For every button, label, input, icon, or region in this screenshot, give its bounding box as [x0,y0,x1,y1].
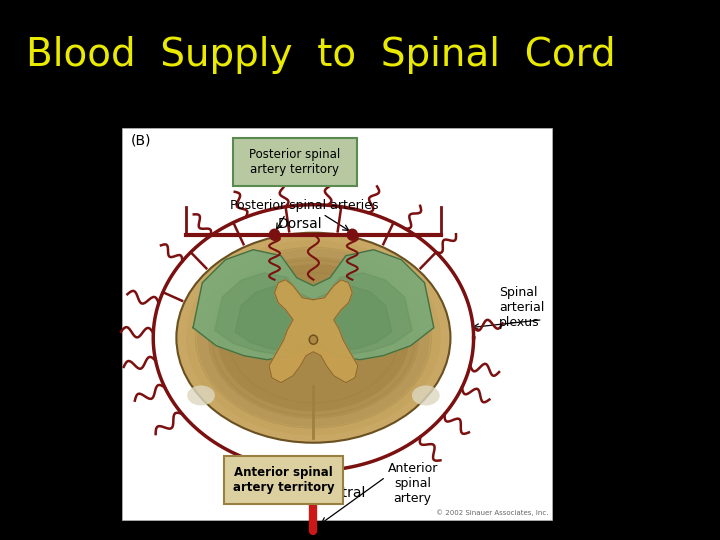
Text: © 2002 Sinauer Associates, Inc.: © 2002 Sinauer Associates, Inc. [436,509,548,516]
Circle shape [347,229,357,240]
Text: Posterior spinal
artery territory: Posterior spinal artery territory [249,148,341,176]
Text: Posterior spinal arteries: Posterior spinal arteries [230,199,379,213]
Ellipse shape [187,386,215,406]
Polygon shape [193,249,433,360]
Ellipse shape [176,233,451,443]
Ellipse shape [217,264,410,411]
Ellipse shape [208,257,419,418]
Text: (B): (B) [130,133,151,147]
Text: Dorsal: Dorsal [277,217,322,231]
Polygon shape [269,280,358,383]
Text: Blood  Supply  to  Spinal  Cord: Blood Supply to Spinal Cord [26,36,616,74]
Text: Anterior
spinal
artery: Anterior spinal artery [387,462,438,505]
Bar [122,128,552,520]
Circle shape [310,335,318,344]
Text: Ventral: Ventral [317,485,366,500]
Text: Spinal
arterial
plexus: Spinal arterial plexus [499,286,544,329]
Circle shape [269,229,279,240]
FancyBboxPatch shape [224,456,343,504]
Ellipse shape [197,248,430,427]
Polygon shape [235,286,392,350]
Text: Anterior spinal
artery territory: Anterior spinal artery territory [233,466,334,494]
Polygon shape [215,273,412,354]
FancyBboxPatch shape [233,138,357,186]
Circle shape [308,457,319,469]
Ellipse shape [412,386,440,406]
Ellipse shape [186,240,441,435]
